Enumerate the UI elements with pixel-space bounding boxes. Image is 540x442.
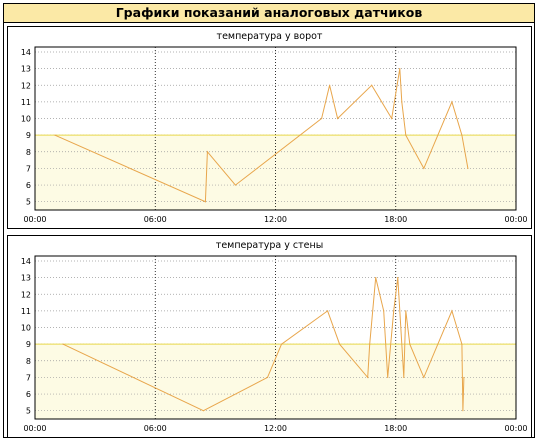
data-point bbox=[451, 310, 453, 312]
page-title: Графики показаний аналоговых датчиков bbox=[4, 4, 534, 23]
data-point bbox=[371, 84, 373, 86]
chart-gate-temperature: температура у ворот 5 6 7 8 9 10 11 12 13 14 00:00 0… bbox=[21, 31, 528, 224]
data-point bbox=[54, 134, 56, 136]
chart-title: температура у стены bbox=[216, 240, 323, 251]
data-point bbox=[401, 101, 403, 103]
y-tick-label: 11 bbox=[21, 98, 31, 107]
y-tick-label: 13 bbox=[21, 274, 31, 283]
data-point bbox=[462, 410, 464, 412]
y-tick-label: 5 bbox=[26, 198, 31, 207]
data-point bbox=[202, 410, 204, 412]
data-point bbox=[367, 376, 369, 379]
chart-panel-gate: температура у ворот 5 6 7 8 9 10 11 12 13 14 00:00 0… bbox=[7, 26, 532, 229]
data-point bbox=[423, 376, 425, 379]
x-tick-label: 06:00 bbox=[144, 215, 167, 224]
data-point bbox=[463, 376, 465, 379]
plot-frame bbox=[34, 46, 517, 211]
y-tick-label: 12 bbox=[21, 290, 31, 299]
chart-wall-temperature: температура у стены 5 6 7 8 9 10 11 12 13 14 00:00 0… bbox=[21, 240, 528, 433]
x-tick-label: 00:00 bbox=[504, 424, 527, 433]
data-point bbox=[461, 343, 463, 345]
data-point bbox=[393, 310, 395, 312]
data-point bbox=[387, 376, 389, 379]
data-point bbox=[369, 343, 371, 345]
data-point bbox=[467, 167, 469, 170]
data-point bbox=[329, 84, 331, 86]
data-point bbox=[461, 134, 463, 136]
data-point bbox=[280, 343, 283, 345]
x-tick-label: 18:00 bbox=[384, 215, 407, 224]
x-tick-label: 00:00 bbox=[23, 424, 46, 433]
data-point bbox=[327, 310, 329, 312]
series-line bbox=[54, 68, 469, 203]
y-tick-label: 8 bbox=[26, 357, 31, 366]
data-point bbox=[397, 277, 399, 279]
data-point bbox=[266, 376, 269, 379]
y-tick-label: 6 bbox=[26, 181, 31, 190]
data-point bbox=[409, 343, 411, 345]
y-tick-label: 5 bbox=[26, 407, 31, 416]
x-tick-label: 12:00 bbox=[264, 215, 287, 224]
y-tick-label: 14 bbox=[21, 48, 31, 57]
y-tick-label: 13 bbox=[21, 65, 31, 74]
y-tick-label: 14 bbox=[21, 257, 31, 266]
data-point bbox=[204, 201, 206, 203]
data-point bbox=[339, 343, 341, 345]
x-tick-label: 06:00 bbox=[144, 424, 167, 433]
plot-frame bbox=[34, 255, 517, 420]
y-tick-label: 9 bbox=[26, 131, 31, 140]
data-point bbox=[375, 277, 377, 279]
y-tick-label: 11 bbox=[21, 307, 31, 316]
data-point bbox=[405, 310, 407, 312]
y-tick-label: 9 bbox=[26, 340, 31, 349]
y-tick-label: 10 bbox=[21, 324, 31, 333]
data-point bbox=[405, 134, 407, 136]
data-point bbox=[234, 184, 237, 186]
x-tick-label: 18:00 bbox=[384, 424, 407, 433]
y-tick-label: 10 bbox=[21, 115, 31, 124]
y-tick-label: 12 bbox=[21, 81, 31, 90]
data-point bbox=[451, 101, 453, 103]
data-point bbox=[391, 117, 393, 120]
y-tick-label: 7 bbox=[26, 373, 31, 382]
data-point bbox=[62, 343, 64, 345]
x-tick-label: 12:00 bbox=[264, 424, 287, 433]
data-point bbox=[399, 68, 401, 70]
data-point bbox=[206, 151, 208, 153]
data-point bbox=[383, 310, 385, 312]
x-tick-label: 00:00 bbox=[23, 215, 46, 224]
data-point bbox=[403, 376, 405, 379]
data-point bbox=[337, 117, 339, 120]
chart-title: температура у ворот bbox=[217, 31, 323, 42]
y-tick-label: 7 bbox=[26, 164, 31, 173]
chart-panel-wall: температура у стены 5 6 7 8 9 10 11 12 13 14 00:00 0… bbox=[7, 235, 532, 438]
y-tick-label: 6 bbox=[26, 390, 31, 399]
x-tick-label: 00:00 bbox=[504, 215, 527, 224]
data-point bbox=[320, 117, 323, 120]
data-point bbox=[423, 167, 425, 170]
y-tick-label: 8 bbox=[26, 148, 31, 157]
